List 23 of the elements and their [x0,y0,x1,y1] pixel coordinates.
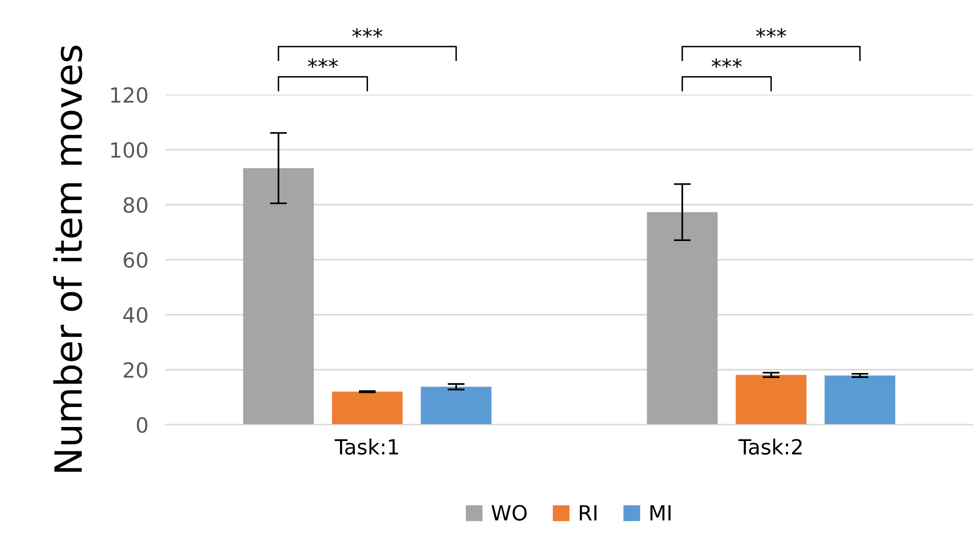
y-tick-label: 120 [111,87,148,103]
legend-label: MI [650,505,671,520]
bar [420,386,492,425]
text: *** [352,28,382,38]
text: *** [308,58,338,68]
bar [736,374,806,425]
bar [646,212,718,425]
bar [332,392,403,425]
y-tick-label: 0 [136,417,148,433]
x-tick-label: Task:2 [738,438,802,455]
text: *** [712,58,742,68]
y-axis-title: Number of item moves [53,46,82,472]
bar [824,375,896,425]
y-tick-label: 100 [111,142,148,158]
x-tick-label: Task:1 [334,438,398,455]
y-tick-label: 80 [124,197,148,213]
legend-label: WO [492,504,527,521]
y-tick-label: 60 [124,252,148,268]
y-tick-label: 40 [123,307,148,323]
text: *** [756,28,786,38]
y-tick-label: 20 [124,362,148,378]
bar [243,168,314,425]
legend-label: RI [580,505,596,520]
